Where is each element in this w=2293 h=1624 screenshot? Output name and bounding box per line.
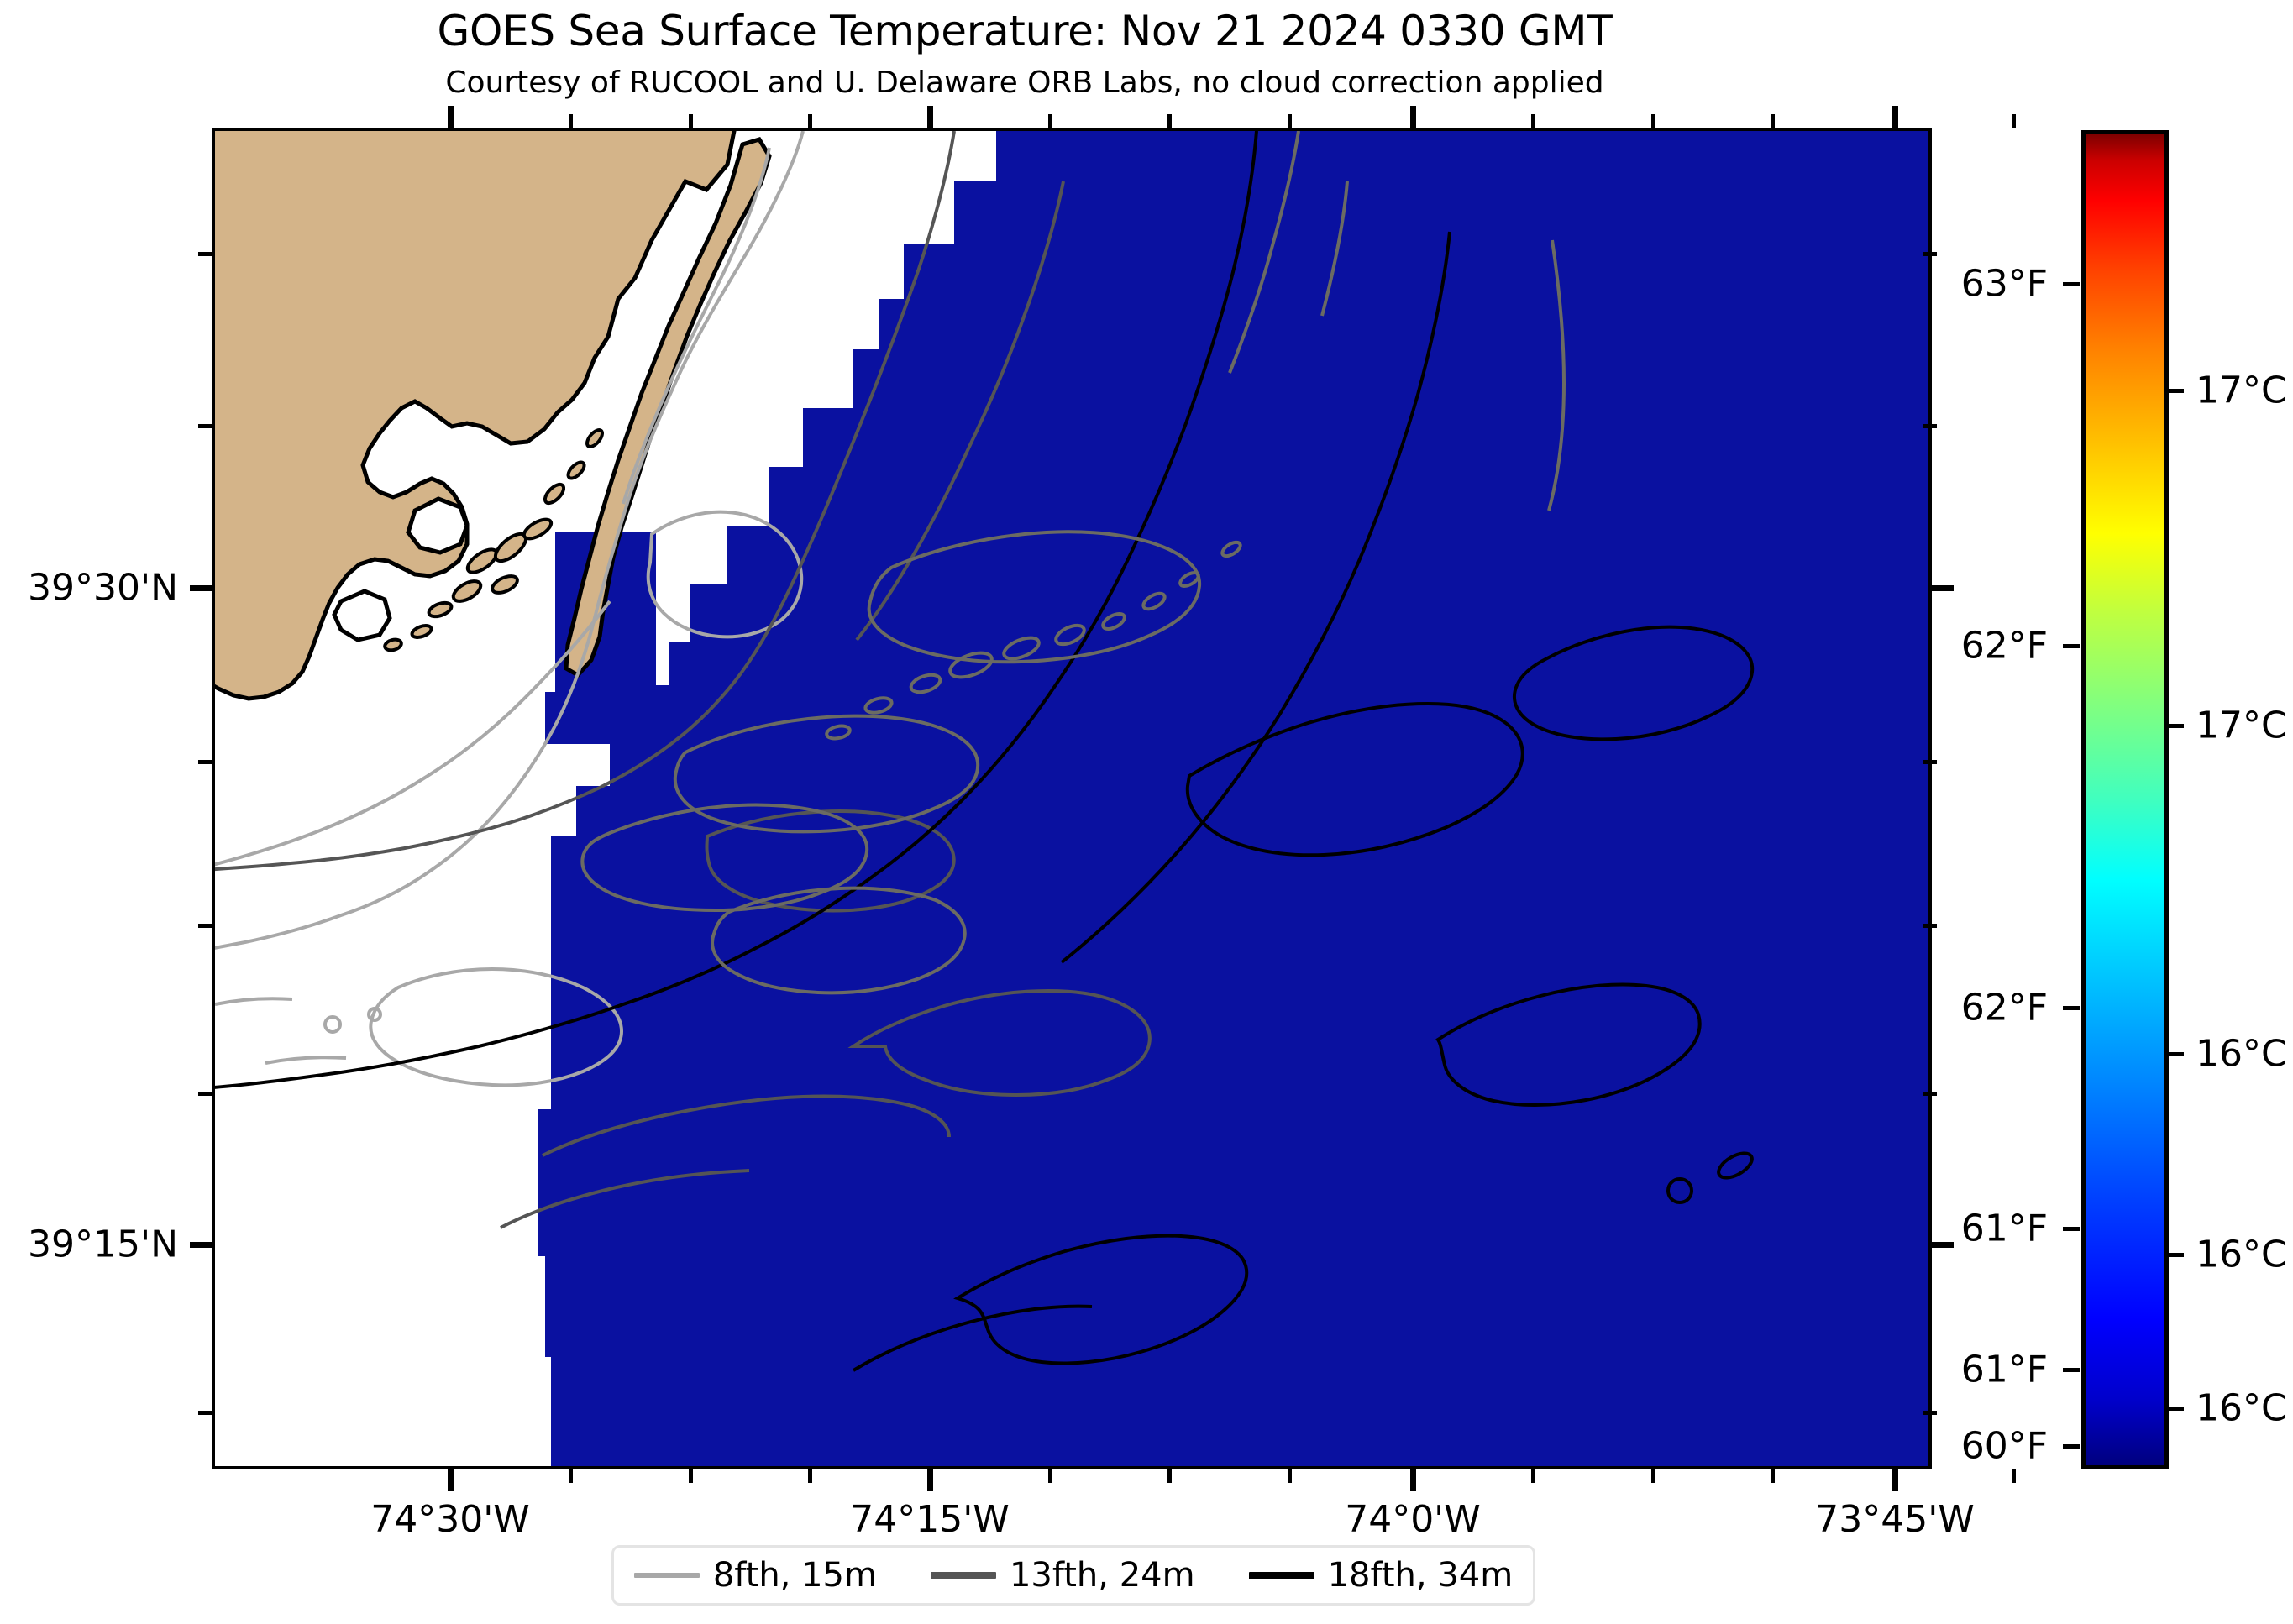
cbar-label-16c-b: 16°C — [2196, 1233, 2287, 1276]
cbar-tick-f — [2063, 1227, 2080, 1231]
cbar-tick-f — [2063, 1006, 2080, 1010]
cbar-tick-c — [2167, 724, 2184, 728]
cbar-label-62f-a: 62°F — [1960, 624, 2048, 668]
map-canvas — [215, 131, 1928, 1466]
x-tick-minor — [1048, 1469, 1052, 1483]
sst-map-graphic — [215, 131, 1928, 1466]
y-tick-major-right — [1932, 1242, 1954, 1248]
x-tick-major-top — [1410, 106, 1416, 128]
x-tick-minor-top — [808, 114, 812, 128]
x-tick-major — [1892, 1469, 1898, 1491]
colorbar[interactable] — [2081, 130, 2169, 1469]
y-tick-major-right — [1932, 585, 1954, 591]
x-tick-minor — [2012, 1469, 2016, 1483]
sst-data-region — [538, 131, 1928, 1466]
y-tick-major — [190, 1242, 212, 1248]
y-tick-minor-right — [1923, 924, 1937, 928]
legend-item-13fth[interactable]: 13fth, 24m — [930, 1556, 1195, 1595]
legend-line-18fth-icon — [1248, 1571, 1314, 1579]
y-tick-minor — [198, 252, 212, 256]
cbar-label-63f: 63°F — [1960, 262, 2048, 306]
x-tick-minor-top — [689, 114, 693, 128]
x-tick-minor-top — [1771, 114, 1775, 128]
bathymetry-13fth — [215, 131, 1152, 1229]
x-tick-major-top — [1892, 106, 1898, 128]
legend-item-18fth[interactable]: 18fth, 34m — [1248, 1556, 1514, 1595]
cbar-label-17c-b: 17°C — [2196, 704, 2287, 747]
y-tick-minor — [198, 1092, 212, 1096]
page-subtitle: Courtesy of RUCOOL and U. Delaware ORB L… — [445, 65, 1604, 100]
cbar-label-61f-a: 61°F — [1960, 1207, 2048, 1250]
x-tick-minor — [1167, 1469, 1172, 1483]
y-tick-minor-right — [1923, 1092, 1937, 1096]
cbar-label-16c-a: 16°C — [2196, 1032, 2287, 1076]
cbar-tick-c — [2167, 1407, 2184, 1411]
cbar-tick-c — [2167, 389, 2184, 393]
x-tick-minor-top — [1167, 114, 1172, 128]
map-axes[interactable] — [212, 128, 1932, 1469]
colorbar-gradient — [2086, 134, 2164, 1465]
cbar-tick-c — [2167, 1052, 2184, 1056]
cbar-label-16c-c: 16°C — [2196, 1386, 2287, 1430]
x-tick-minor — [569, 1469, 573, 1483]
bathymetry-legend[interactable]: 8fth, 15m 13fth, 24m 18fth, 34m — [611, 1545, 1535, 1606]
cbar-tick-c — [2167, 1253, 2184, 1257]
legend-label-8fth: 8fth, 15m — [712, 1556, 877, 1595]
x-tick-minor-top — [569, 114, 573, 128]
legend-line-8fth-icon — [633, 1573, 700, 1578]
x-tick-major — [1410, 1469, 1416, 1491]
x-tick-major-top — [448, 106, 454, 128]
legend-line-13fth-icon — [930, 1572, 996, 1579]
cbar-tick-f — [2063, 644, 2080, 648]
legend-label-18fth: 18fth, 34m — [1327, 1556, 1514, 1595]
y-tick-minor-right — [1923, 252, 1937, 256]
y-tick-minor — [198, 760, 212, 764]
x-tick-major-top — [927, 106, 933, 128]
legend-label-13fth: 13fth, 24m — [1009, 1556, 1195, 1595]
cbar-tick-f — [2063, 282, 2080, 286]
inner-bay-outlines — [580, 131, 1566, 995]
y-tick-minor-right — [1923, 760, 1937, 764]
cbar-tick-f — [2063, 1444, 2080, 1449]
cbar-tick-f — [2063, 1368, 2080, 1372]
x-tick-minor-top — [2012, 114, 2016, 128]
x-tick-minor — [1288, 1469, 1292, 1483]
legend-item-8fth[interactable]: 8fth, 15m — [633, 1556, 877, 1595]
cbar-label-62f-b: 62°F — [1960, 986, 2048, 1029]
x-axis-label-74-15w: 74°15'W — [850, 1498, 1010, 1541]
y-tick-minor — [198, 1411, 212, 1415]
cbar-label-17c-a: 17°C — [2196, 369, 2287, 412]
y-tick-minor — [198, 924, 212, 928]
x-tick-minor-top — [1651, 114, 1655, 128]
y-axis-label-39-30n: 39°30'N — [28, 566, 178, 610]
x-tick-minor — [1651, 1469, 1655, 1483]
x-tick-minor-top — [1531, 114, 1535, 128]
x-axis-label-74-0w: 74°0'W — [1345, 1498, 1481, 1541]
x-tick-minor — [689, 1469, 693, 1483]
y-tick-minor-right — [1923, 1411, 1937, 1415]
x-tick-major — [448, 1469, 454, 1491]
y-tick-minor-right — [1923, 424, 1937, 428]
x-tick-minor — [1531, 1469, 1535, 1483]
x-axis-label-74-30w: 74°30'W — [370, 1498, 530, 1541]
x-tick-major — [927, 1469, 933, 1491]
x-tick-minor-top — [1288, 114, 1292, 128]
y-axis-label-39-15n: 39°15'N — [28, 1223, 178, 1266]
cbar-label-60f: 60°F — [1960, 1424, 2048, 1468]
page-title: GOES Sea Surface Temperature: Nov 21 202… — [437, 7, 1613, 55]
x-axis-label-73-45w: 73°45'W — [1815, 1498, 1975, 1541]
x-tick-minor — [1771, 1469, 1775, 1483]
bathymetry-18fth — [215, 131, 1755, 1372]
bathymetry-8fth — [215, 131, 805, 1087]
y-tick-major — [190, 585, 212, 591]
cbar-label-61f-b: 61°F — [1960, 1348, 2048, 1391]
y-tick-minor — [198, 424, 212, 428]
x-tick-minor — [808, 1469, 812, 1483]
x-tick-minor-top — [1048, 114, 1052, 128]
